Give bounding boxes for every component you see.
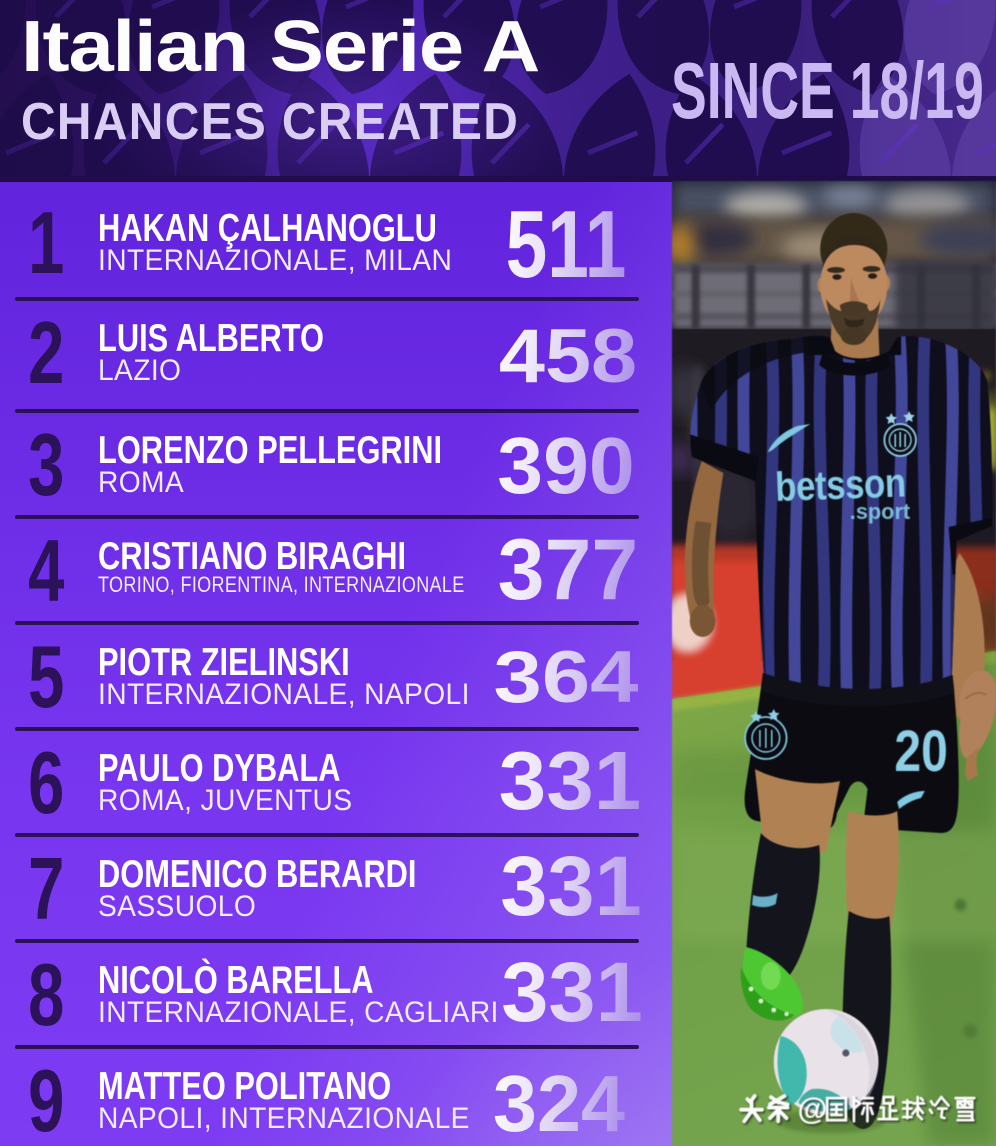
svg-text:.sport: .sport bbox=[850, 499, 911, 524]
svg-text:betsson: betsson bbox=[774, 461, 906, 511]
svg-text:@: @ bbox=[797, 1091, 827, 1126]
svg-text:20: 20 bbox=[894, 720, 948, 784]
